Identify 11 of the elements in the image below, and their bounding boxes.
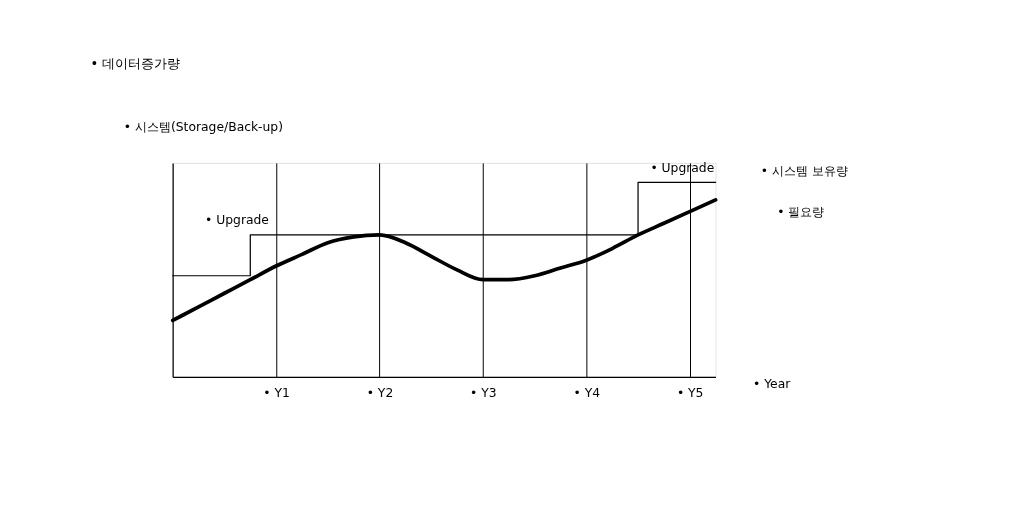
chart-title: • 데이터증가량 [90, 56, 181, 72]
y-axis-title: • 시스템(Storage/Back-up) [123, 119, 284, 134]
annotation: • Upgrade [205, 213, 269, 228]
x-tick-label: • Y4 [573, 386, 601, 401]
x-tick-label: • Y3 [470, 386, 497, 401]
x-axis-title: • Year [753, 376, 792, 391]
text: • 필요량 [777, 204, 825, 219]
x-tick-label: • Y1 [263, 386, 290, 401]
x-tick-label: • Y5 [676, 386, 704, 401]
text: • 시스템 보유량 [760, 164, 848, 179]
x-tick-label: • Y2 [366, 386, 394, 401]
